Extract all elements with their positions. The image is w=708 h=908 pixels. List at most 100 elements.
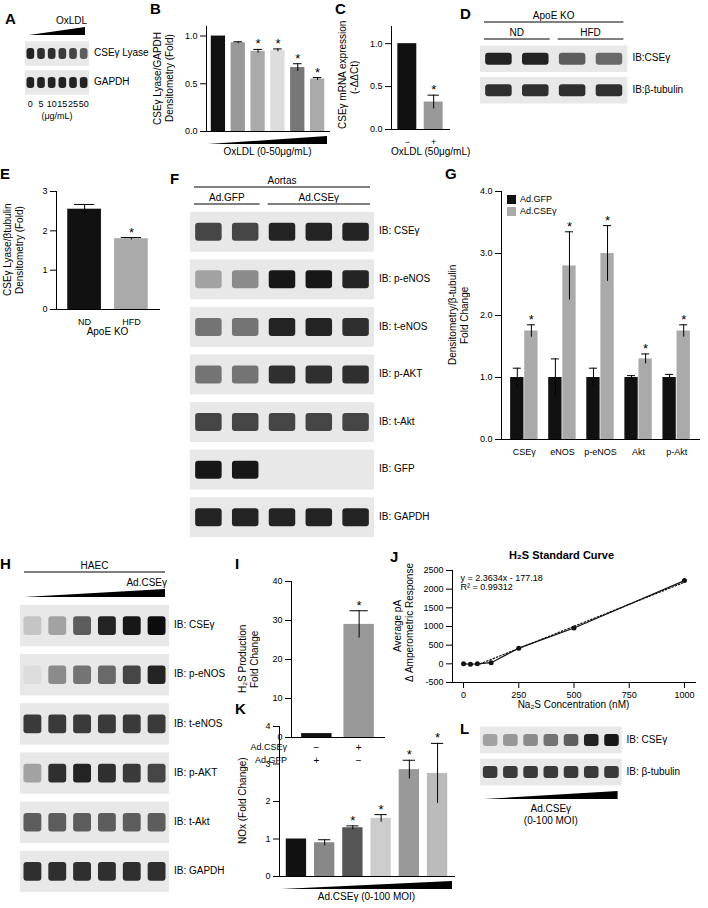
svg-text:IB: GAPDH: IB: GAPDH [174, 865, 225, 876]
svg-text:(0-100 MOI): (0-100 MOI) [524, 815, 578, 826]
svg-text:0: 0 [461, 690, 466, 700]
svg-text:0.0: 0.0 [185, 126, 198, 136]
svg-text:GAPDH: GAPDH [94, 76, 130, 87]
svg-text:IB: CSEγ: IB: CSEγ [174, 619, 215, 630]
svg-text:IB: p-eNOS: IB: p-eNOS [379, 273, 430, 284]
svg-text:*: * [605, 213, 610, 228]
svg-text:2: 2 [42, 226, 47, 236]
svg-text:1.0: 1.0 [480, 372, 493, 382]
svg-text:−: − [405, 137, 410, 147]
svg-text:3: 3 [265, 759, 270, 769]
svg-text:IB: p-AKT: IB: p-AKT [174, 767, 217, 778]
svg-text:ApoE KO: ApoE KO [533, 10, 575, 21]
svg-text:IB: p-eNOS: IB: p-eNOS [174, 668, 225, 679]
svg-text:4.0: 4.0 [480, 186, 493, 196]
svg-text:y = 2.3634x - 177.18R² = 0.993: y = 2.3634x - 177.18R² = 0.99312 [461, 573, 543, 592]
svg-text:*: * [435, 730, 440, 745]
svg-text:0: 0 [438, 659, 443, 669]
svg-text:-500: -500 [425, 677, 443, 687]
svg-text:HAEC: HAEC [81, 560, 109, 571]
svg-text:3: 3 [42, 186, 47, 196]
svg-text:+: + [431, 137, 436, 147]
svg-text:IB: t-Akt: IB: t-Akt [379, 416, 415, 427]
svg-text:*: * [407, 747, 412, 762]
svg-text:0: 0 [42, 304, 47, 314]
svg-text:Ad.CSEγ: Ad.CSEγ [531, 803, 572, 814]
svg-text:IB: GAPDH: IB: GAPDH [379, 511, 430, 522]
svg-text:0: 0 [28, 99, 33, 109]
svg-text:IB: GFP: IB: GFP [379, 463, 415, 474]
svg-text:2.0: 2.0 [480, 310, 493, 320]
svg-text:25: 25 [68, 99, 78, 109]
html-text:G: G [445, 165, 457, 182]
svg-text:1.0: 1.0 [185, 31, 198, 41]
svg-text:*: * [431, 82, 436, 97]
svg-text:*: * [350, 813, 355, 828]
svg-text:CSEγ: CSEγ [513, 447, 537, 457]
svg-text:10: 10 [47, 99, 57, 109]
svg-text:0.5: 0.5 [370, 81, 383, 91]
svg-text:*: * [567, 219, 572, 234]
svg-text:1: 1 [42, 265, 47, 275]
svg-text:30: 30 [272, 615, 282, 625]
svg-text:IB: CSEγ: IB: CSEγ [379, 225, 420, 236]
svg-text:IB:β-tubulin: IB:β-tubulin [632, 84, 683, 95]
svg-text:20: 20 [272, 654, 282, 664]
svg-text:1000: 1000 [423, 621, 443, 631]
svg-text:1: 1 [265, 834, 270, 844]
svg-text:*: * [643, 341, 648, 356]
svg-text:Ad.CSEγ: Ad.CSEγ [126, 577, 167, 588]
svg-text:CSEγ Lyase: CSEγ Lyase [94, 47, 149, 58]
svg-text:(μg/mL): (μg/mL) [41, 111, 72, 121]
svg-text:0.0: 0.0 [370, 124, 383, 134]
svg-text:IB: t-eNOS: IB: t-eNOS [379, 321, 428, 332]
svg-text:2500: 2500 [423, 565, 443, 575]
svg-text:3.0: 3.0 [480, 248, 493, 258]
svg-text:0.0: 0.0 [480, 434, 493, 444]
svg-text:1.0: 1.0 [370, 39, 383, 49]
svg-text:750: 750 [622, 690, 637, 700]
svg-text:IB: CSEγ: IB: CSEγ [627, 734, 668, 745]
svg-text:500: 500 [428, 640, 443, 650]
svg-text:*: * [315, 65, 320, 80]
svg-text:*: * [295, 51, 300, 66]
svg-text:Ad.CSEγ: Ad.CSEγ [299, 192, 340, 203]
svg-text:0: 0 [265, 871, 270, 881]
svg-text:Akt: Akt [632, 447, 646, 457]
svg-text:40: 40 [272, 576, 282, 586]
svg-text:HFD: HFD [580, 27, 601, 38]
svg-text:IB: p-AKT: IB: p-AKT [379, 368, 422, 379]
svg-text:5: 5 [38, 99, 43, 109]
svg-text:OxLDL: OxLDL [56, 15, 88, 26]
svg-text:*: * [529, 312, 534, 327]
svg-text:4: 4 [265, 721, 270, 731]
svg-text:*: * [379, 802, 384, 817]
svg-text:*: * [275, 36, 280, 51]
svg-text:*: * [129, 225, 134, 240]
svg-text:*: * [681, 312, 686, 327]
svg-text:IB: t-eNOS: IB: t-eNOS [174, 718, 223, 729]
svg-text:eNOS: eNOS [550, 447, 575, 457]
svg-text:500: 500 [566, 690, 581, 700]
svg-text:IB: β-tubulin: IB: β-tubulin [627, 766, 681, 777]
svg-text:*: * [357, 598, 362, 613]
svg-text:1000: 1000 [674, 690, 694, 700]
svg-text:0.5: 0.5 [185, 79, 198, 89]
svg-text:IB: t-Akt: IB: t-Akt [174, 816, 210, 827]
svg-text:Ad.GFP: Ad.GFP [209, 192, 245, 203]
svg-text:10: 10 [272, 693, 282, 703]
svg-text:ND: ND [510, 27, 524, 38]
svg-text:*: * [256, 36, 261, 51]
svg-text:p-Akt: p-Akt [666, 447, 688, 457]
svg-text:1500: 1500 [423, 603, 443, 613]
svg-text:IB:CSEγ: IB:CSEγ [632, 52, 670, 63]
svg-text:2000: 2000 [423, 584, 443, 594]
svg-text:p-eNOS: p-eNOS [584, 447, 617, 457]
svg-text:50: 50 [79, 99, 89, 109]
svg-text:2: 2 [265, 796, 270, 806]
svg-text:HFD: HFD [122, 317, 141, 327]
svg-text:15: 15 [57, 99, 67, 109]
svg-text:ND: ND [78, 317, 91, 327]
svg-text:Aortas: Aortas [268, 175, 297, 186]
svg-text:250: 250 [511, 690, 526, 700]
